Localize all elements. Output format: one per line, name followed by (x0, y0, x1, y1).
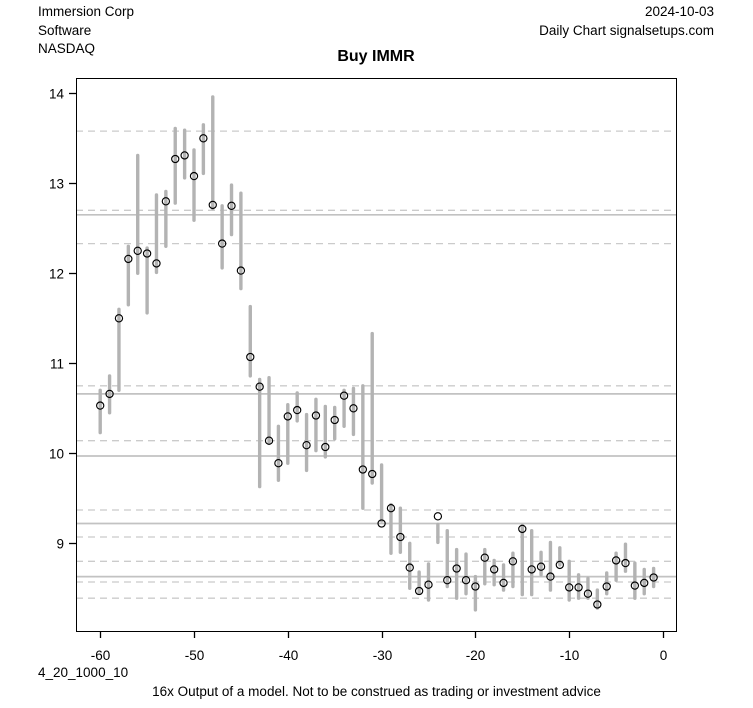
x-axis-label: -50 (185, 648, 205, 663)
close-marker (602, 582, 611, 591)
close-marker (480, 553, 489, 562)
close-marker (386, 504, 396, 513)
y-axis-label: 9 (56, 536, 64, 551)
x-axis-label: -40 (279, 648, 299, 663)
close-marker (527, 565, 536, 574)
close-marker (171, 154, 180, 164)
close-marker (321, 442, 330, 452)
x-axis-label: 0 (660, 648, 668, 663)
close-marker (311, 411, 321, 420)
x-axis-label: -10 (560, 648, 580, 663)
sector-name: Software (38, 22, 92, 38)
close-marker (105, 389, 114, 399)
close-marker (461, 576, 471, 585)
close-marker (593, 600, 602, 609)
company-name: Immersion Corp (38, 4, 135, 19)
close-marker (424, 580, 433, 589)
page-title: Buy IMMR (337, 48, 415, 65)
close-marker (264, 436, 274, 445)
close-marker (452, 564, 461, 573)
y-axis-label: 11 (50, 356, 64, 371)
x-axis-label: -60 (91, 648, 111, 663)
date-source-header: 2024-10-03 Daily Chart signalsetups.com (539, 3, 714, 40)
close-marker (508, 557, 518, 566)
x-axis-label: -30 (373, 648, 393, 663)
close-marker (471, 582, 480, 591)
close-marker (574, 583, 583, 592)
close-marker (283, 412, 292, 421)
close-marker (583, 589, 593, 598)
close-marker (377, 519, 386, 528)
y-axis-label: 10 (49, 446, 64, 461)
close-marker (555, 560, 564, 570)
y-axis-label: 12 (49, 266, 64, 281)
close-marker (621, 558, 630, 568)
disclaimer-text: 16x Output of a model. Not to be constru… (152, 684, 601, 699)
chart-source: Daily Chart signalsetups.com (539, 22, 714, 38)
close-marker (489, 565, 499, 574)
close-marker (133, 246, 142, 255)
close-marker (293, 405, 302, 415)
close-marker (546, 572, 555, 581)
close-marker (396, 532, 405, 542)
close-marker (180, 151, 189, 160)
close-marker (499, 578, 508, 588)
close-marker (124, 254, 133, 264)
instrument-header: Immersion Corp Software NASDAQ (38, 3, 134, 59)
close-marker (518, 524, 527, 534)
close-marker (611, 556, 621, 565)
close-marker (189, 171, 199, 181)
close-marker (142, 249, 152, 258)
close-marker (649, 573, 658, 582)
close-marker (433, 512, 443, 521)
close-marker (414, 586, 424, 596)
plot-border (76, 78, 677, 632)
model-parameters: 4_20_1000_10 (38, 665, 129, 680)
y-axis-label: 14 (49, 86, 65, 101)
close-marker (199, 134, 208, 143)
close-marker (443, 576, 452, 585)
close-marker (152, 259, 161, 268)
close-marker (330, 415, 339, 425)
close-marker (255, 382, 264, 391)
close-marker (161, 197, 171, 206)
close-marker (339, 391, 349, 400)
close-marker (208, 200, 217, 210)
chart-date: 2024-10-03 (644, 4, 714, 19)
close-marker (368, 469, 377, 479)
close-marker (536, 562, 546, 571)
close-marker (236, 266, 246, 275)
y-axis-label: 13 (49, 176, 64, 191)
close-marker (114, 314, 124, 323)
exchange-name: NASDAQ (38, 41, 96, 56)
close-marker (302, 441, 311, 450)
close-marker (405, 563, 414, 572)
close-marker (246, 352, 255, 362)
close-marker (565, 583, 574, 592)
close-marker (349, 404, 358, 413)
close-marker (96, 401, 105, 410)
close-marker (227, 201, 236, 210)
close-marker (358, 465, 368, 474)
close-marker (630, 581, 640, 590)
x-axis-label: -20 (466, 648, 486, 663)
close-marker (640, 578, 649, 588)
close-marker (217, 239, 227, 248)
close-marker (274, 459, 283, 468)
